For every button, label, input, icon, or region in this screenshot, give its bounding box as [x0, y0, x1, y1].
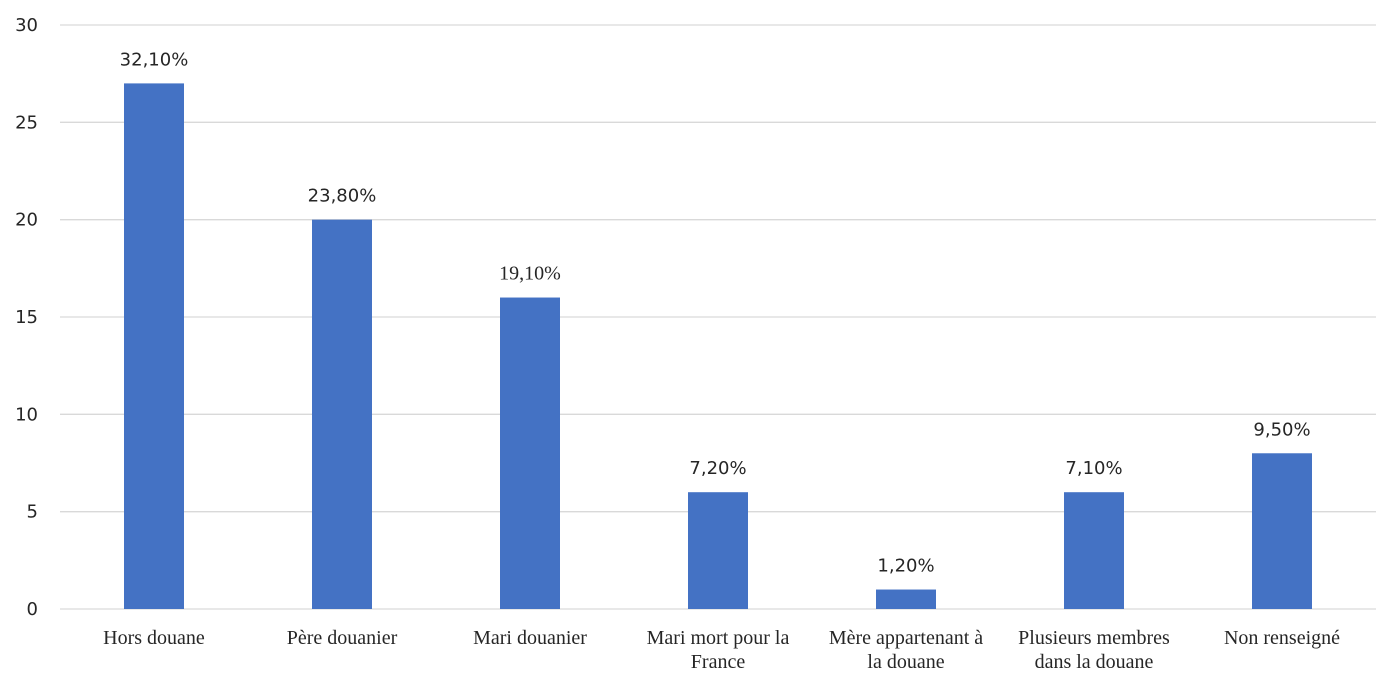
x-tick-label: Mari douanier [473, 627, 587, 649]
y-tick-label: 0 [27, 599, 38, 620]
data-labels: 32,10% 23,80% 19,10% 7,20% 1,20% 7,10% 9,50% [120, 49, 1311, 576]
y-tick-label: 10 [15, 404, 38, 425]
x-tick-label: France [691, 651, 746, 673]
bars [124, 83, 1312, 609]
y-tick-label: 15 [15, 307, 38, 328]
x-tick-label: Père douanier [287, 627, 398, 649]
bar [500, 297, 560, 609]
bar [688, 492, 748, 609]
data-label: 1,20% [877, 556, 934, 577]
data-label: 19,10% [499, 263, 561, 285]
x-tick-label: dans la douane [1035, 651, 1154, 673]
bar [1252, 453, 1312, 609]
x-axis: Hors douane Père douanier Mari douanier Mar… [103, 627, 1340, 673]
x-tick-label: la douane [867, 651, 944, 673]
x-tick-label: Plusieurs membres [1018, 627, 1170, 649]
bar [124, 83, 184, 609]
x-tick-label: Non renseigné [1224, 627, 1340, 649]
bar [1064, 492, 1124, 609]
bar [876, 589, 936, 609]
y-tick-label: 30 [15, 15, 38, 36]
x-tick-label: Mère appartenant à [829, 627, 983, 649]
data-label: 7,10% [1065, 458, 1122, 479]
y-tick-label: 25 [15, 112, 38, 133]
x-tick-label: Hors douane [103, 627, 205, 649]
bar [312, 219, 372, 609]
data-label: 7,20% [689, 458, 746, 479]
y-tick-label: 20 [15, 210, 38, 231]
data-label: 9,50% [1253, 419, 1310, 440]
data-label: 23,80% [308, 186, 377, 207]
x-tick-label: Mari mort pour la [647, 627, 790, 649]
data-label: 32,10% [120, 49, 189, 70]
y-axis: 0 5 10 15 20 25 30 [15, 15, 38, 620]
y-tick-label: 5 [27, 502, 38, 523]
gridlines [60, 24, 1376, 610]
